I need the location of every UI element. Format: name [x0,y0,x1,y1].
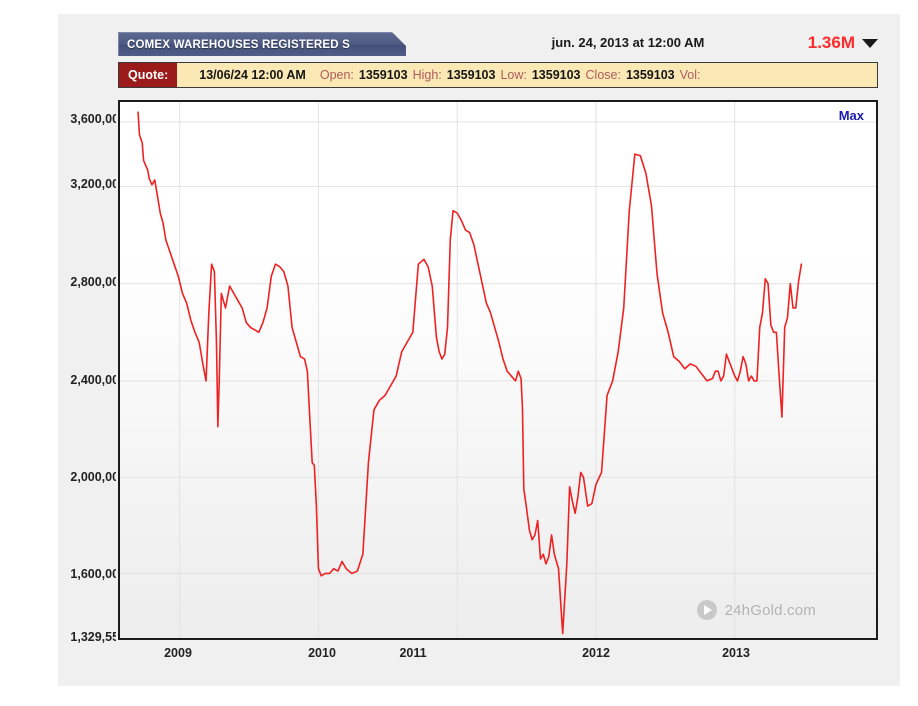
chart-date-label: jun. 24, 2013 at 12:00 AM [551,35,705,50]
chart-plot-area[interactable]: Max 24hGold.com [118,100,878,640]
y-axis-labels: 3,600,000 3,200,000 2,800,000 2,400,000 2,00… [0,0,118,706]
watermark-text: 24hGold.com [724,601,816,619]
y-axis-tick: 1,329,554 [0,630,116,644]
quote-high-label: High: [412,68,442,82]
chart-title-tab[interactable]: COMEX WAREHOUSES REGISTERED S [118,32,406,56]
last-value: 1.36M [807,33,855,52]
y-axis-tick-label: 2,800,000 [70,275,116,289]
y-axis-tick: 3,600,000 [0,112,116,126]
chart-series-line [120,102,876,638]
x-axis-tick-label: 2013 [722,646,750,660]
quote-close-value: 1359103 [625,68,675,82]
last-value-group: 1.36M [808,30,878,56]
quote-values: 13/06/24 12:00 AM Open: 1359103 High: 13… [177,68,710,82]
range-max-button[interactable]: Max [838,108,864,123]
watermark: 24hGold.com [696,600,816,620]
y-axis-tick-label: 2,400,000 [70,373,116,387]
quote-vol-label: Vol: [679,68,701,82]
y-axis-tick-label: 3,600,000 [70,112,116,126]
y-axis-tick-label: 1,329,554 [70,630,116,644]
x-axis-labels: 2009 2010 2011 2012 2013 [118,646,878,670]
arrow-down-icon [862,38,878,48]
y-axis-tick: 1,600,000 [0,567,116,581]
y-axis-tick-label: 1,600,000 [70,567,116,581]
y-axis-tick: 3,200,000 [0,177,116,191]
y-axis-tick: 2,800,000 [0,275,116,289]
quote-high-value: 1359103 [446,68,496,82]
quote-close-label: Close: [585,68,621,82]
quote-open-label: Open: [319,68,354,82]
y-axis-tick: 2,400,000 [0,373,116,387]
x-axis-tick-label: 2012 [582,646,610,660]
x-axis-tick-label: 2010 [308,646,336,660]
x-axis-tick-label: 2009 [164,646,192,660]
chart-gridlines [120,102,876,638]
quote-bar: Quote: 13/06/24 12:00 AM Open: 1359103 H… [118,62,878,88]
y-axis-tick-label: 2,000,000 [70,470,116,484]
quote-open-value: 1359103 [358,68,408,82]
quote-badge: Quote: [119,63,178,87]
quote-low-value: 1359103 [531,68,581,82]
play-circle-icon [696,600,717,620]
quote-timestamp: 13/06/24 12:00 AM [199,68,306,82]
chart-header: COMEX WAREHOUSES REGISTERED S jun. 24, 2… [118,30,878,58]
y-axis-tick-label: 3,200,000 [70,177,116,191]
quote-low-label: Low: [500,68,527,82]
y-axis-tick: 2,000,000 [0,470,116,484]
x-axis-tick-label: 2011 [399,646,427,660]
